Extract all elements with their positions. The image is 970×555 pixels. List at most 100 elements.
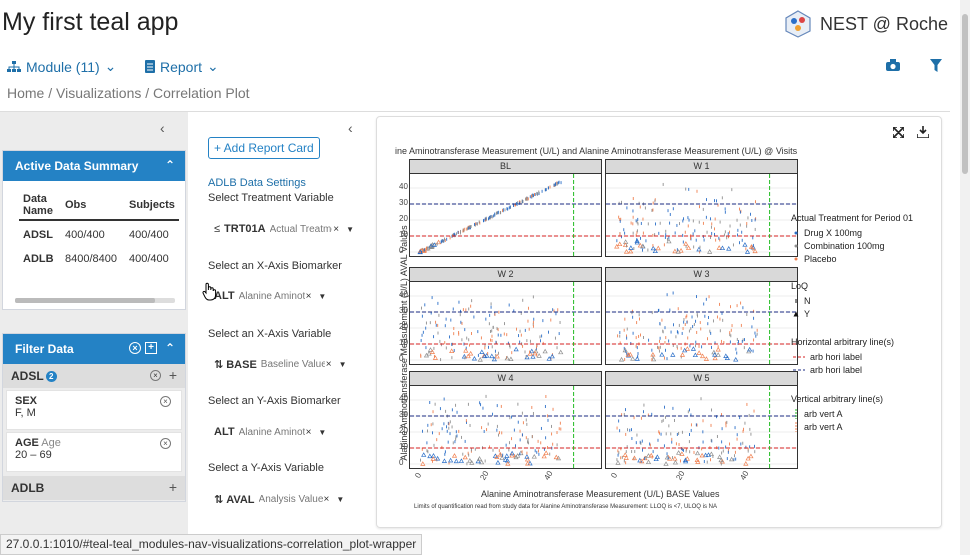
page-scrollbar[interactable] bbox=[960, 0, 970, 555]
data-point bbox=[430, 311, 432, 315]
data-point bbox=[625, 450, 627, 454]
data-point bbox=[685, 315, 687, 319]
module-menu[interactable]: Module (11) ⌄ bbox=[7, 58, 116, 75]
caret-down-icon[interactable]: ▼ bbox=[338, 360, 347, 369]
data-point bbox=[496, 211, 498, 215]
data-point bbox=[623, 228, 625, 232]
expand-icon[interactable] bbox=[893, 127, 904, 138]
data-point bbox=[731, 188, 733, 192]
x-biomarker-select[interactable]: ALT Alanine Aminotransferase Measurement… bbox=[214, 290, 354, 302]
clear-select-icon[interactable]: × bbox=[325, 359, 332, 370]
data-point bbox=[519, 340, 521, 344]
facet-svg bbox=[606, 282, 797, 364]
data-point bbox=[477, 357, 483, 362]
clear-select-icon[interactable]: × bbox=[305, 426, 312, 438]
data-point bbox=[440, 358, 442, 362]
data-point bbox=[504, 208, 506, 212]
data-point bbox=[439, 407, 441, 411]
data-point bbox=[420, 338, 422, 342]
add-filter-icon[interactable]: + bbox=[145, 342, 157, 354]
data-point bbox=[628, 245, 634, 250]
data-point bbox=[556, 431, 558, 435]
chevron-up-icon[interactable]: ⌃ bbox=[164, 341, 175, 355]
remove-filter-icon[interactable]: × bbox=[160, 396, 171, 407]
download-icon[interactable] bbox=[917, 126, 929, 138]
data-point bbox=[540, 339, 541, 343]
data-point bbox=[727, 450, 729, 454]
clear-select-icon[interactable]: × bbox=[333, 223, 340, 235]
data-point bbox=[529, 348, 535, 354]
remove-filter-icon[interactable]: × bbox=[160, 438, 171, 449]
y-variable-select[interactable]: ⇅ AVAL Analysis Value × ▼ bbox=[214, 493, 354, 507]
data-point bbox=[491, 215, 493, 219]
filter-icon[interactable] bbox=[930, 59, 942, 72]
caret-down-icon[interactable]: ▼ bbox=[318, 427, 327, 437]
data-point bbox=[490, 338, 491, 342]
table-cell: 8400/8400 bbox=[65, 253, 117, 265]
add-filter-icon[interactable]: + bbox=[168, 479, 177, 495]
breadcrumb[interactable]: Home / Visualizations / Correlation Plot bbox=[7, 85, 250, 101]
clear-select-icon[interactable]: × bbox=[305, 290, 312, 302]
data-point bbox=[426, 449, 428, 453]
active-data-summary-header[interactable]: Active Data Summary ⌃ bbox=[3, 151, 185, 181]
data-point bbox=[703, 460, 705, 464]
data-point bbox=[642, 217, 644, 221]
clear-filters-icon[interactable]: × bbox=[129, 342, 141, 354]
remove-dataset-filters-icon[interactable]: × bbox=[150, 370, 161, 381]
data-point bbox=[463, 227, 465, 231]
data-point bbox=[536, 192, 538, 196]
data-point bbox=[632, 209, 634, 213]
filter-data-header[interactable]: Filter Data × + ⌃ bbox=[3, 334, 185, 364]
data-point bbox=[449, 432, 451, 436]
table-row: ADSL 400/400 400/400 bbox=[19, 220, 179, 245]
facet-strip-label: BL bbox=[409, 159, 602, 173]
data-point bbox=[729, 305, 731, 309]
data-point bbox=[499, 452, 501, 456]
data-point bbox=[556, 181, 558, 185]
data-point bbox=[557, 181, 559, 185]
data-point bbox=[620, 200, 622, 204]
data-point bbox=[714, 199, 715, 203]
data-point bbox=[735, 457, 737, 461]
camera-icon[interactable] bbox=[886, 59, 900, 71]
field-label: Select an X-Axis Biomarker bbox=[208, 260, 342, 272]
report-menu[interactable]: Report ⌄ bbox=[145, 58, 219, 75]
x-variable-select[interactable]: ⇅ BASE Baseline Value × ▼ bbox=[214, 358, 354, 372]
data-point bbox=[483, 430, 485, 434]
data-point bbox=[698, 344, 700, 348]
data-point bbox=[438, 432, 440, 436]
data-point bbox=[627, 428, 628, 432]
facet-plot-area bbox=[409, 385, 602, 469]
data-point bbox=[632, 215, 634, 219]
collapse-sidebar-icon[interactable]: ‹ bbox=[160, 120, 165, 136]
summary-hscroll[interactable] bbox=[15, 298, 175, 303]
data-point bbox=[714, 341, 716, 345]
data-point bbox=[446, 429, 448, 433]
caret-down-icon[interactable]: ▼ bbox=[346, 224, 354, 234]
treatment-select[interactable]: ≤ TRT01A Actual Treatment for Period 01 … bbox=[214, 223, 354, 235]
legend-label: Combination 100mg bbox=[804, 240, 885, 251]
data-point bbox=[678, 323, 680, 327]
add-filter-icon[interactable]: + bbox=[168, 367, 177, 383]
data-point bbox=[443, 237, 445, 241]
filter-value[interactable]: 20 – 69 bbox=[15, 449, 52, 461]
data-point bbox=[653, 456, 659, 462]
data-point bbox=[657, 438, 659, 442]
chevron-up-icon[interactable]: ⌃ bbox=[164, 158, 175, 172]
y-biomarker-select[interactable]: ALT Alanine Aminotransferase Measurement… bbox=[214, 426, 354, 438]
clear-select-icon[interactable]: × bbox=[323, 494, 330, 505]
data-point bbox=[755, 200, 756, 204]
data-point bbox=[730, 328, 732, 332]
data-point bbox=[683, 320, 685, 324]
caret-down-icon[interactable]: ▼ bbox=[318, 291, 327, 301]
add-report-card-button[interactable]: + Add Report Card bbox=[208, 137, 320, 159]
facet-panel: BL bbox=[409, 159, 602, 257]
data-point bbox=[686, 314, 688, 318]
data-point bbox=[432, 431, 433, 435]
caret-down-icon[interactable]: ▼ bbox=[336, 495, 345, 504]
data-point bbox=[420, 461, 426, 466]
data-point bbox=[447, 421, 449, 425]
filter-value[interactable]: F, M bbox=[15, 407, 36, 419]
collapse-encoding-icon[interactable]: ‹ bbox=[348, 120, 353, 136]
data-point bbox=[516, 202, 518, 206]
